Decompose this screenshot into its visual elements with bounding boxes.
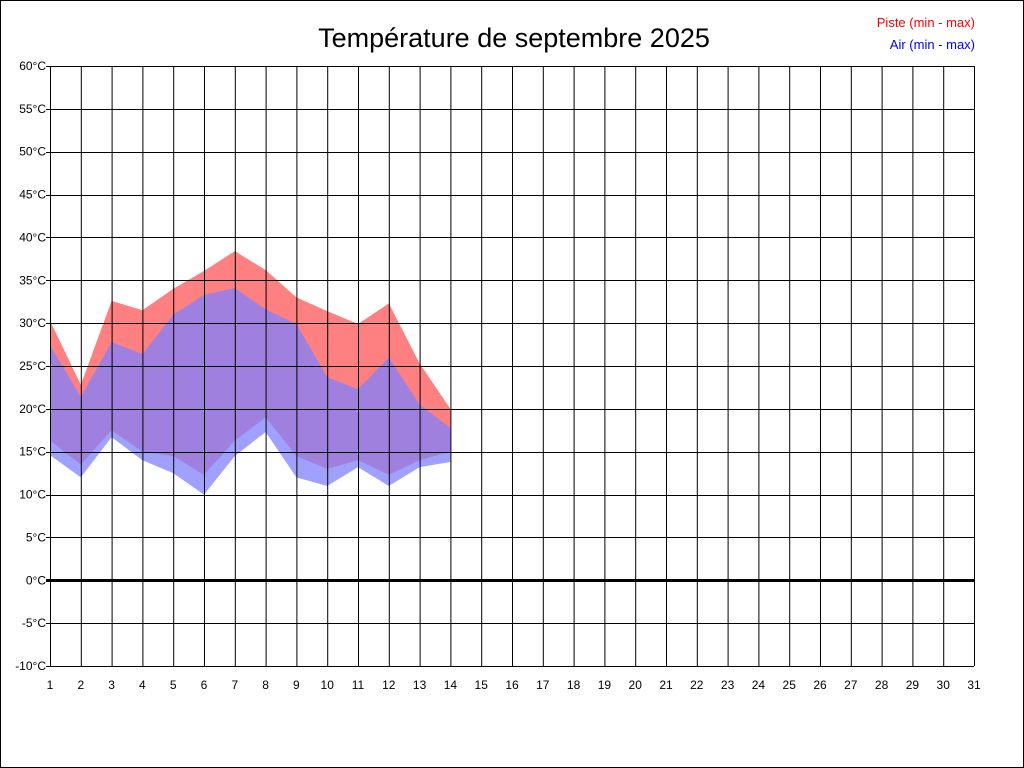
x-tick-label: 19: [598, 678, 612, 692]
x-tick-label: 23: [721, 678, 735, 692]
x-tick-label: 17: [536, 678, 550, 692]
y-tick-label: 10°C: [19, 488, 46, 502]
x-tick-label: 28: [875, 678, 889, 692]
x-tick-label: 22: [690, 678, 704, 692]
y-tick-label: 50°C: [19, 145, 46, 159]
y-tick-label: -10°C: [15, 659, 46, 673]
x-tick-label: 14: [444, 678, 458, 692]
area-series-air: [50, 288, 451, 495]
x-tick-label: 1: [47, 678, 54, 692]
x-tick-label: 5: [170, 678, 177, 692]
y-tick-label: 30°C: [19, 316, 46, 330]
y-tick-label: 20°C: [19, 402, 46, 416]
x-tick-label: 27: [844, 678, 858, 692]
y-tick-label: 0°C: [26, 573, 46, 587]
x-tick-label: 15: [475, 678, 489, 692]
x-tick-label: 26: [813, 678, 827, 692]
y-tick-label: 5°C: [26, 530, 46, 544]
y-tick-label: 35°C: [19, 273, 46, 287]
x-tick-label: 10: [321, 678, 335, 692]
y-tick-label: 15°C: [19, 445, 46, 459]
x-tick-label: 21: [659, 678, 673, 692]
x-tick-label: 4: [139, 678, 146, 692]
y-tick-label: 55°C: [19, 102, 46, 116]
y-tick-label: 60°C: [19, 59, 46, 73]
chart-legend: Piste (min - max) Air (min - max): [877, 15, 975, 52]
series-areas: [50, 251, 451, 495]
chart-grid: [46, 66, 975, 667]
x-tick-label: 13: [413, 678, 427, 692]
x-axis-ticks: 1 2 3 4 5 6 7 8 9 10 11 12 13 14 15 16 17 18 19 20 21 22 23 24 2…: [47, 678, 981, 692]
x-tick-label: 18: [567, 678, 581, 692]
x-tick-label: 9: [293, 678, 300, 692]
y-axis-ticks: 60°C 55°C 50°C 45°C 40°C 35°C 30°C 25°C 20°C 15°C…: [15, 59, 46, 673]
x-tick-label: 11: [352, 678, 365, 692]
x-tick-label: 20: [629, 678, 643, 692]
x-tick-label: 30: [937, 678, 951, 692]
x-tick-label: 7: [231, 678, 238, 692]
x-tick-label: 12: [382, 678, 396, 692]
x-tick-label: 31: [967, 678, 981, 692]
y-tick-label: -5°C: [22, 616, 46, 630]
y-tick-label: 25°C: [19, 359, 46, 373]
x-tick-label: 29: [906, 678, 920, 692]
x-tick-label: 25: [783, 678, 797, 692]
y-tick-label: 40°C: [19, 230, 46, 244]
chart-title: Température de septembre 2025: [318, 23, 710, 53]
x-tick-label: 2: [77, 678, 84, 692]
x-tick-label: 3: [108, 678, 115, 692]
x-tick-label: 24: [752, 678, 766, 692]
y-tick-label: 45°C: [19, 188, 46, 202]
legend-entry-air: Air (min - max): [890, 37, 975, 52]
x-tick-label: 6: [201, 678, 208, 692]
legend-entry-piste: Piste (min - max): [877, 15, 975, 30]
x-tick-label: 16: [505, 678, 519, 692]
x-tick-label: 8: [262, 678, 269, 692]
